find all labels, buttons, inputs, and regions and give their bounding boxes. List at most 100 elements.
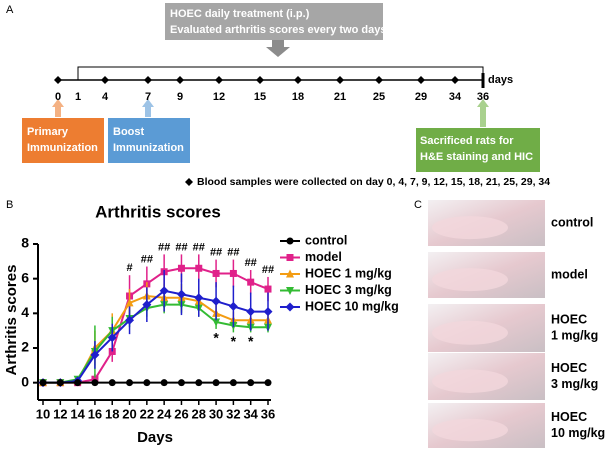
legend-label: HOEC 1 mg/kg	[305, 266, 392, 280]
point	[91, 379, 99, 387]
day-label: 36	[477, 91, 489, 103]
significance-label: ##	[245, 257, 257, 269]
panel-label: C	[414, 199, 422, 211]
blood-sample-diamond	[451, 76, 459, 84]
point	[212, 379, 220, 387]
point	[177, 379, 185, 387]
day-label: 15	[254, 91, 266, 103]
point	[125, 315, 135, 325]
x-tick-label: 30	[209, 406, 223, 421]
x-tick-label: 14	[70, 406, 85, 421]
day-label: 4	[102, 91, 109, 103]
paw-photo-detail	[432, 320, 508, 345]
paw-photo-detail	[432, 418, 508, 442]
chart-title: Arthritis scores	[95, 202, 221, 221]
y-tick-label: 6	[21, 269, 29, 285]
day-label: 7	[145, 91, 151, 103]
unit-label: days	[488, 74, 513, 86]
treatment-text: HOEC daily treatment (i.p.)	[170, 8, 310, 20]
day-label: 9	[177, 91, 183, 103]
boost-box	[108, 118, 190, 163]
series-line	[43, 303, 268, 384]
blood-sample-diamond	[336, 76, 344, 84]
blood-sample-diamond	[176, 76, 184, 84]
sacrifice-box	[416, 128, 540, 172]
treatment-text: Evaluated arthritis scores every two day…	[170, 24, 386, 36]
y-axis-label: Arthritis scores	[3, 265, 20, 376]
photo-label: HOEC	[551, 410, 587, 424]
legend-label: model	[305, 250, 342, 264]
point	[264, 285, 272, 293]
day-label: 0	[55, 91, 61, 103]
legend-label: control	[305, 233, 347, 247]
x-tick-label: 24	[157, 406, 172, 421]
point	[176, 289, 186, 299]
point	[177, 264, 185, 272]
legend-marker	[286, 254, 294, 261]
blood-sample-diamond	[417, 76, 425, 84]
x-tick-label: 22	[140, 406, 154, 421]
legend-marker	[286, 269, 294, 278]
blood-sample-diamond	[294, 76, 302, 84]
photo-label: 1 mg/kg	[551, 328, 598, 342]
x-tick-label: 34	[243, 406, 258, 421]
day-label: 21	[334, 91, 346, 103]
significance-label: ##	[141, 253, 153, 265]
x-tick-label: 32	[226, 406, 240, 421]
x-axis-label: Days	[137, 429, 173, 446]
paw-photo-detail	[432, 268, 508, 292]
point	[211, 296, 221, 306]
significance-label: *	[231, 333, 237, 349]
primary-box	[22, 118, 104, 163]
day-label: 29	[415, 91, 427, 103]
y-tick-label: 0	[21, 373, 29, 389]
panel-label: A	[6, 4, 14, 16]
point	[143, 379, 151, 387]
point	[90, 350, 100, 360]
box-text: Immunization	[27, 142, 98, 154]
point	[194, 293, 204, 303]
box-text: H&E staining and HIC	[420, 151, 533, 163]
blood-sample-diamond	[375, 76, 383, 84]
day-label: 1	[75, 91, 81, 103]
x-tick-label: 20	[122, 406, 136, 421]
blood-sample-diamond	[144, 76, 152, 84]
point	[108, 379, 116, 387]
point	[229, 379, 237, 387]
x-tick-label: 18	[105, 406, 119, 421]
treatment-box	[165, 3, 383, 40]
significance-label: ##	[193, 241, 205, 253]
photo-label: 10 mg/kg	[551, 426, 605, 440]
arrow	[477, 99, 489, 127]
point	[126, 379, 134, 387]
significance-label: #	[126, 262, 132, 274]
significance-label: ##	[227, 247, 239, 259]
point	[246, 307, 256, 317]
point	[228, 301, 238, 311]
photo-label: 3 mg/kg	[551, 377, 598, 391]
day-label: 25	[373, 91, 385, 103]
legend-marker	[286, 237, 294, 245]
legend-label: HOEC 3 mg/kg	[305, 283, 392, 297]
point	[212, 318, 221, 327]
legend-marker	[285, 302, 295, 312]
x-tick-label: 16	[88, 406, 102, 421]
paw-photo-detail	[432, 369, 508, 393]
photo-label: HOEC	[551, 361, 587, 375]
point	[247, 278, 255, 286]
box-text: Boost	[113, 126, 145, 138]
x-tick-label: 36	[261, 406, 275, 421]
photo-label: control	[551, 215, 593, 229]
significance-label: ##	[210, 247, 222, 259]
legend-marker	[286, 287, 294, 295]
day-label: 34	[449, 91, 462, 103]
panel-label: B	[6, 199, 13, 211]
point	[195, 264, 203, 272]
y-tick-label: 2	[21, 339, 29, 355]
significance-label: ##	[158, 241, 170, 253]
x-tick-label: 26	[174, 406, 188, 421]
legend-label: HOEC 10 mg/kg	[305, 299, 399, 313]
blood-sample-diamond	[256, 76, 264, 84]
point	[142, 300, 152, 310]
